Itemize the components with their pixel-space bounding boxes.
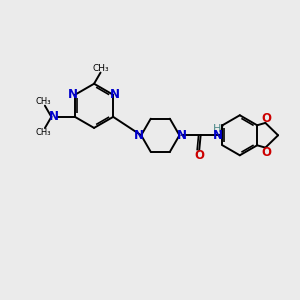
Text: O: O bbox=[194, 149, 204, 162]
Text: O: O bbox=[261, 146, 271, 159]
Text: CH₃: CH₃ bbox=[36, 128, 51, 137]
Text: N: N bbox=[134, 129, 144, 142]
Text: N: N bbox=[68, 88, 78, 101]
Text: CH₃: CH₃ bbox=[36, 97, 51, 106]
Text: O: O bbox=[261, 112, 271, 125]
Text: H: H bbox=[213, 124, 221, 134]
Text: N: N bbox=[213, 129, 223, 142]
Text: N: N bbox=[110, 88, 120, 101]
Text: CH₃: CH₃ bbox=[93, 64, 110, 73]
Text: N: N bbox=[177, 129, 187, 142]
Text: N: N bbox=[49, 110, 59, 123]
